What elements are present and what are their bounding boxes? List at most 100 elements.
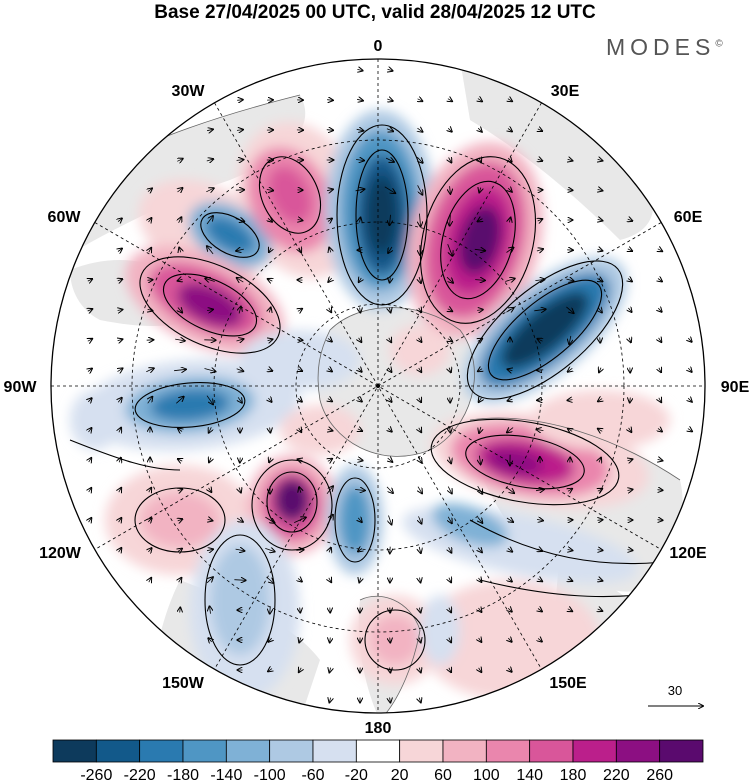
longitude-labels: 0 30E 60E 90E 120E 150E 180 150W 120W 90…	[4, 38, 750, 737]
wind-vector-arrow	[449, 638, 451, 643]
wind-vector-arrow	[478, 219, 483, 222]
wind-vector-arrow	[479, 668, 482, 672]
wind-vector-arrow	[360, 218, 361, 223]
wind-vector-arrow	[479, 578, 482, 582]
colorbar-swatch	[312, 739, 357, 763]
wind-vector-arrow	[659, 338, 662, 342]
wind-vector-arrow	[449, 608, 451, 613]
wind-vector-arrow	[478, 369, 482, 372]
wind-vector-arrow	[658, 428, 662, 431]
wind-vector-arrow	[236, 369, 244, 371]
pole-marker	[376, 384, 380, 388]
wind-vector-arrow	[508, 668, 511, 672]
wind-vector-arrow	[449, 456, 451, 464]
wind-vector-arrow	[598, 219, 603, 220]
wind-vector-arrow	[329, 548, 331, 553]
wind-vector-arrow	[298, 398, 302, 401]
wind-vector-arrow	[388, 458, 393, 462]
wind-vector-arrow	[418, 128, 423, 132]
wind-vector-arrow	[450, 214, 451, 225]
colorbar-tick-label: -20	[345, 767, 368, 783]
wind-vector-arrow	[236, 160, 244, 161]
wind-vector-arrow	[419, 338, 422, 342]
wind-vector-arrow	[535, 279, 544, 280]
wind-vector-arrow	[508, 99, 512, 102]
wind-vector-arrow	[329, 668, 330, 673]
wind-vector-arrow	[235, 549, 245, 551]
wind-vector-arrow	[206, 159, 213, 161]
lon-label-30w: 30W	[172, 83, 206, 100]
wind-vector-arrow	[538, 549, 543, 551]
wind-vector-arrow	[328, 338, 332, 341]
wind-vector-arrow	[598, 429, 602, 432]
wind-vector-arrow	[270, 606, 271, 613]
wind-vector-arrow	[538, 219, 543, 221]
map-disc	[51, 59, 705, 713]
colorbar-swatch	[355, 739, 401, 763]
colorbar-swatch	[269, 739, 314, 763]
wind-vector-arrow	[328, 278, 331, 282]
wind-vector-arrow	[328, 219, 332, 222]
wind-vector-arrow	[417, 185, 423, 194]
wind-vector-arrow	[448, 486, 452, 494]
wind-vector-arrow	[688, 368, 691, 372]
wind-vector-arrow	[600, 337, 601, 342]
wind-vector-arrow	[599, 368, 601, 373]
wind-vector-arrow	[688, 398, 692, 402]
wind-vector-arrow	[628, 219, 633, 221]
colorbar-swatch	[572, 739, 617, 763]
wind-vector-arrow	[535, 489, 544, 490]
wind-vector-arrow	[536, 519, 543, 520]
wind-vector-arrow	[119, 458, 121, 463]
colorbar: -260 -220 -180 -140 -100 -60 -20 20 60 100 140 180 2…	[52, 739, 704, 783]
wind-vector-arrow	[420, 578, 421, 583]
wind-vector-arrow	[148, 280, 153, 281]
colorbar-tick-label: -100	[254, 767, 286, 783]
wind-vector-arrow	[537, 429, 544, 430]
wind-vector-arrow	[386, 129, 393, 132]
wind-vector-arrow	[688, 338, 691, 342]
wind-vector-arrow	[388, 398, 391, 402]
wind-vector-arrow	[419, 546, 421, 553]
wind-vector-arrow	[385, 158, 394, 162]
colorbar-swatch	[442, 739, 487, 763]
wind-vector-arrow	[505, 279, 514, 282]
wind-vector-arrow	[236, 130, 243, 131]
wind-vector-arrow	[268, 218, 272, 221]
wind-vector-arrow	[658, 249, 662, 251]
wind-vector-arrow	[239, 307, 241, 314]
wind-vector-arrow	[390, 214, 391, 225]
wind-vector-arrow	[449, 547, 452, 552]
wind-vector-arrow	[178, 489, 183, 491]
wind-vector-arrow	[294, 517, 306, 523]
wind-vector-arrow	[507, 428, 514, 433]
wind-vector-arrow	[207, 246, 214, 255]
lon-label-120e: 120E	[669, 545, 707, 562]
wind-vector-arrow	[206, 216, 213, 225]
wind-vector-arrow	[389, 368, 392, 372]
wind-vector-arrow	[628, 490, 633, 491]
wind-vector-arrow	[659, 398, 661, 402]
wind-vector-arrow	[206, 188, 213, 192]
wind-vector-arrow	[478, 128, 482, 132]
wind-vector-arrow	[537, 400, 543, 401]
wind-vector-arrow	[329, 248, 331, 253]
colorbar-tick-label: 100	[473, 767, 500, 783]
wind-vector-arrow	[389, 515, 392, 525]
wind-vector-arrow	[569, 335, 571, 344]
wind-vector-arrow	[568, 609, 572, 611]
lon-label-30e: 30E	[551, 83, 580, 100]
brand-logo: MODES©	[606, 34, 723, 61]
wind-vector-arrow	[327, 189, 333, 190]
wind-vector-arrow	[119, 548, 122, 552]
wind-vector-arrow	[568, 159, 573, 160]
wind-vector-arrow	[118, 249, 122, 252]
wind-vector-arrow	[268, 339, 273, 340]
wind-vector-arrow	[359, 578, 360, 583]
wind-vector-arrow	[329, 308, 331, 312]
wind-vector-arrow	[506, 518, 513, 522]
wind-vector-arrow	[388, 428, 392, 431]
wind-vector-arrow	[268, 638, 271, 642]
wind-vector-arrow	[479, 398, 482, 402]
wind-vector-arrow	[358, 549, 362, 552]
